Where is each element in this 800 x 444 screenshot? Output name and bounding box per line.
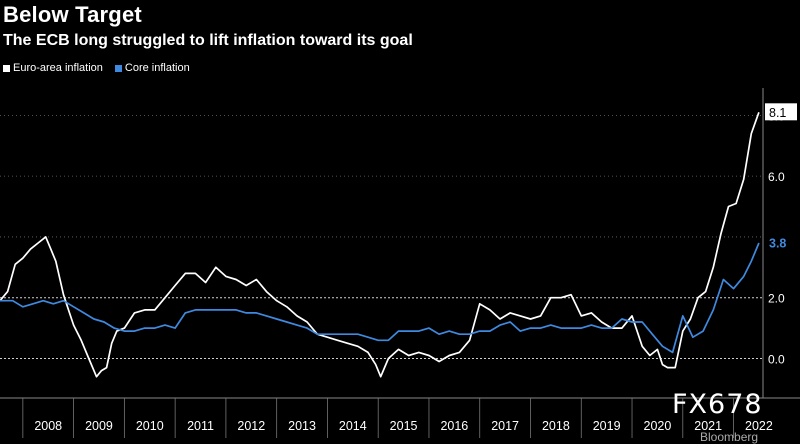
x-tick-label: 2022 [745, 419, 773, 433]
end-label-box-core [764, 233, 798, 252]
y-tick-label: 2.0 [768, 292, 785, 306]
x-tick-label: 2009 [85, 419, 113, 433]
y-tick-label: 0.0 [768, 352, 785, 366]
x-tick-label: 2011 [187, 419, 214, 433]
watermark: FX678 [672, 389, 763, 420]
y-tick-label: 6.0 [768, 170, 785, 184]
legend-item-euro-area: Euro-area inflation [3, 62, 103, 74]
x-tick-label: 2014 [339, 419, 367, 433]
legend-label-core: Core inflation [124, 62, 190, 74]
x-tick-label: 2019 [593, 419, 621, 433]
end-label-core: 3.8 [769, 237, 786, 251]
x-tick-label: 2008 [34, 419, 62, 433]
x-tick-label: 2021 [694, 419, 722, 433]
x-tick-label: 2018 [542, 419, 570, 433]
chart-title: Below Target [3, 2, 142, 27]
x-tick-label: 2017 [491, 419, 519, 433]
x-tick-label: 2015 [390, 419, 418, 433]
series-line-euro-area [0, 112, 760, 378]
legend-label-euro-area: Euro-area inflation [13, 62, 103, 74]
x-tick-label: 2013 [288, 419, 316, 433]
legend-swatch-core [114, 64, 122, 72]
legend-item-core: Core inflation [114, 62, 190, 74]
x-tick-label: 2016 [440, 419, 468, 433]
end-label-euro-area: 8.1 [769, 106, 786, 120]
x-tick-label: 2020 [644, 419, 672, 433]
legend: Euro-area inflation Core inflation [3, 62, 190, 74]
chart-subtitle: The ECB long struggled to lift inflation… [3, 32, 413, 49]
end-label-box-euro-area [765, 103, 797, 121]
legend-swatch-euro-area [3, 64, 10, 72]
series-line-core [0, 242, 760, 354]
x-tick-label: 2012 [237, 419, 265, 433]
x-tick-label: 2010 [136, 419, 164, 433]
source-label: Bloomberg [700, 430, 759, 444]
